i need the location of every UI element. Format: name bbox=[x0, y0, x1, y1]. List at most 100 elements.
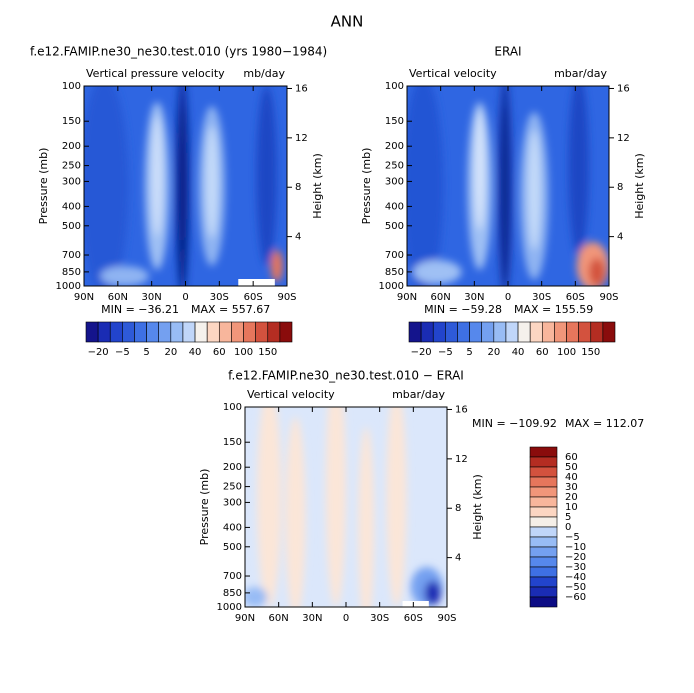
max-label: MAX = 557.67 bbox=[191, 303, 270, 316]
field-shape bbox=[270, 250, 283, 282]
colorbar-label: −50 bbox=[565, 582, 586, 593]
x-tick-label: 60N bbox=[108, 292, 128, 303]
x-tick-label: 0 bbox=[182, 292, 188, 303]
panel-subtitle: Vertical velocity bbox=[409, 67, 497, 80]
max-label: MAX = 155.59 bbox=[514, 303, 593, 316]
colorbar-box bbox=[267, 321, 281, 343]
field-shape bbox=[528, 130, 541, 250]
colorbar-box bbox=[505, 321, 519, 343]
y-tick-label: 300 bbox=[385, 176, 404, 187]
colorbar-box bbox=[408, 321, 422, 343]
colorbar-label: −30 bbox=[565, 562, 586, 573]
y-tick-label: 700 bbox=[62, 250, 81, 261]
colorbar-label: −5 bbox=[438, 347, 453, 358]
y-tick-label: 200 bbox=[223, 462, 242, 473]
y2-tick-label: 12 bbox=[455, 454, 468, 465]
y-tick-label: 1000 bbox=[56, 281, 81, 292]
colorbar-box bbox=[529, 576, 558, 588]
y2-tick-label: 12 bbox=[617, 133, 630, 144]
y2-tick-label: 4 bbox=[295, 232, 301, 243]
colorbar-label: 0 bbox=[565, 522, 571, 533]
x-tick-label: 90N bbox=[397, 292, 417, 303]
x-tick-label: 60N bbox=[269, 613, 289, 624]
y2-tick-label: 8 bbox=[295, 182, 301, 193]
panel-title: f.e12.FAMIP.ne30_ne30.test.010 (yrs 1980… bbox=[30, 45, 327, 59]
colorbar-box bbox=[529, 526, 558, 538]
y2-tick-label: 16 bbox=[617, 83, 630, 94]
colorbar-label: 100 bbox=[234, 347, 253, 358]
panel-subtitle: Vertical velocity bbox=[247, 388, 335, 401]
colorbar-label: 5 bbox=[466, 347, 472, 358]
colorbar-label: 10 bbox=[565, 502, 578, 513]
colorbar-box bbox=[529, 566, 558, 578]
x-tick-label: 30S bbox=[532, 292, 551, 303]
colorbar-box bbox=[529, 486, 558, 498]
colorbar-label: 60 bbox=[536, 347, 549, 358]
field-shape bbox=[84, 86, 129, 286]
y-tick-label: 500 bbox=[223, 542, 242, 553]
colorbar-box bbox=[97, 321, 111, 343]
field-shape bbox=[502, 106, 508, 286]
y2-tick-label: 4 bbox=[617, 232, 623, 243]
colorbar-box bbox=[529, 506, 558, 518]
panel-subtitle: Vertical pressure velocity bbox=[86, 67, 225, 80]
figure-title: ANN bbox=[331, 13, 364, 31]
colorbar-box bbox=[602, 321, 616, 343]
colorbar-box bbox=[529, 446, 558, 458]
colorbar-box bbox=[109, 321, 123, 343]
y2-axis-label: Height (km) bbox=[471, 474, 484, 540]
colorbar-box bbox=[218, 321, 232, 343]
y-tick-label: 700 bbox=[223, 571, 242, 582]
colorbar-box bbox=[182, 321, 196, 343]
colorbar-box bbox=[146, 321, 160, 343]
x-tick-label: 90S bbox=[437, 613, 456, 624]
colorbar-box bbox=[255, 321, 269, 343]
panel-units: mbar/day bbox=[392, 388, 445, 401]
field-shapes bbox=[245, 407, 443, 607]
y-axis-label: Pressure (mb) bbox=[198, 469, 211, 546]
y2-tick-label: 16 bbox=[455, 404, 468, 415]
field-shape bbox=[256, 86, 277, 266]
field-shape bbox=[568, 86, 589, 256]
panel-units: mbar/day bbox=[554, 67, 607, 80]
min-label: MIN = −36.21 bbox=[101, 303, 179, 316]
y-tick-label: 100 bbox=[223, 402, 242, 413]
y-tick-label: 700 bbox=[385, 250, 404, 261]
x-tick-label: 30N bbox=[142, 292, 162, 303]
y-tick-label: 150 bbox=[62, 116, 81, 127]
x-tick-label: 90S bbox=[599, 292, 618, 303]
y-tick-label: 250 bbox=[62, 161, 81, 172]
colorbar-label: 5 bbox=[565, 512, 571, 523]
min-label: MIN = −109.92 bbox=[472, 417, 557, 430]
field-shape bbox=[386, 407, 407, 607]
colorbar-box bbox=[566, 321, 579, 343]
x-tick-label: 60S bbox=[404, 613, 423, 624]
max-label: MAX = 112.07 bbox=[565, 417, 644, 430]
y-tick-label: 100 bbox=[385, 81, 404, 92]
y-tick-label: 150 bbox=[385, 116, 404, 127]
y2-tick-label: 12 bbox=[295, 133, 308, 144]
colorbar-box bbox=[554, 321, 567, 343]
panel-title: ERAI bbox=[494, 45, 521, 59]
colorbar-box bbox=[529, 321, 543, 343]
colorbar-box bbox=[529, 456, 558, 468]
y2-axis-label: Height (km) bbox=[311, 153, 324, 219]
y-tick-label: 400 bbox=[223, 522, 242, 533]
colorbar-label: 150 bbox=[258, 347, 277, 358]
colorbar-box bbox=[529, 536, 558, 548]
y-tick-label: 200 bbox=[385, 141, 404, 152]
x-tick-label: 60S bbox=[566, 292, 585, 303]
contour-field bbox=[407, 86, 609, 286]
colorbar-box bbox=[529, 596, 558, 608]
colorbar-label: 150 bbox=[581, 347, 600, 358]
y-tick-label: 150 bbox=[223, 437, 242, 448]
field-shapes bbox=[84, 86, 283, 286]
y-tick-label: 400 bbox=[62, 201, 81, 212]
y-tick-label: 500 bbox=[62, 221, 81, 232]
colorbar-box bbox=[206, 321, 220, 343]
y-tick-label: 200 bbox=[62, 141, 81, 152]
colorbar-box bbox=[469, 321, 483, 343]
colorbar-label: 60 bbox=[565, 452, 578, 463]
x-tick-label: 60S bbox=[244, 292, 263, 303]
